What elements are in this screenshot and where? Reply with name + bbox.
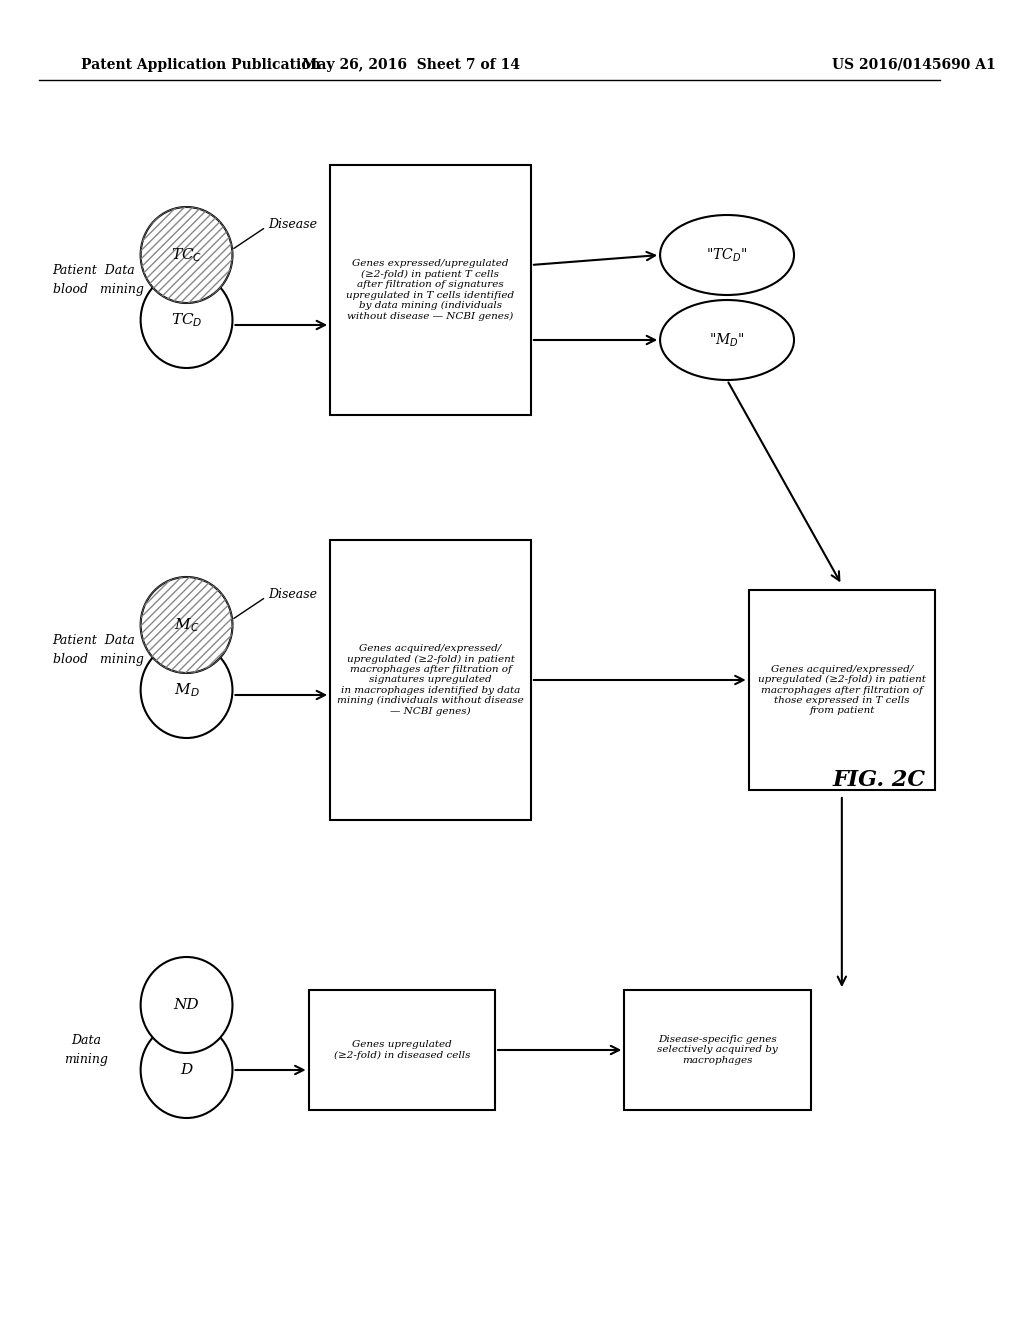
Text: Disease-specific genes
selectively acquired by
macrophages: Disease-specific genes selectively acqui… <box>657 1035 778 1065</box>
Circle shape <box>140 642 232 738</box>
Text: ND: ND <box>174 998 200 1012</box>
Text: Genes upregulated
(≥2-fold) in diseased cells: Genes upregulated (≥2-fold) in diseased … <box>334 1040 470 1060</box>
Text: Genes acquired/expressed/
upregulated (≥2-fold) in patient
macrophages after fil: Genes acquired/expressed/ upregulated (≥… <box>758 665 926 715</box>
Text: M$_D$: M$_D$ <box>174 681 200 698</box>
Circle shape <box>140 1022 232 1118</box>
Text: TC$_D$: TC$_D$ <box>171 312 203 329</box>
FancyBboxPatch shape <box>308 990 495 1110</box>
Text: TC$_C$: TC$_C$ <box>171 246 202 264</box>
Text: "M$_D$": "M$_D$" <box>710 331 744 348</box>
Text: D: D <box>180 1063 193 1077</box>
Text: Disease: Disease <box>268 589 316 602</box>
Ellipse shape <box>660 215 794 294</box>
Text: mining: mining <box>65 1053 109 1067</box>
Circle shape <box>140 577 232 673</box>
Text: Data: Data <box>71 1034 101 1047</box>
Text: blood   mining: blood mining <box>52 284 143 297</box>
Text: FIG. 2C: FIG. 2C <box>833 770 926 791</box>
Text: blood   mining: blood mining <box>52 653 143 667</box>
Text: May 26, 2016  Sheet 7 of 14: May 26, 2016 Sheet 7 of 14 <box>302 58 520 73</box>
FancyBboxPatch shape <box>330 165 530 414</box>
Text: Patent Application Publication: Patent Application Publication <box>81 58 321 73</box>
Text: M$_C$: M$_C$ <box>174 616 200 634</box>
FancyBboxPatch shape <box>749 590 935 789</box>
Text: Patient  Data: Patient Data <box>52 264 135 276</box>
Text: Genes expressed/upregulated
(≥2-fold) in patient T cells
after filtration of sig: Genes expressed/upregulated (≥2-fold) in… <box>346 259 514 321</box>
FancyBboxPatch shape <box>330 540 530 820</box>
Circle shape <box>140 272 232 368</box>
Text: Disease: Disease <box>268 219 316 231</box>
Ellipse shape <box>660 300 794 380</box>
Text: Patient  Data: Patient Data <box>52 634 135 647</box>
Text: Genes acquired/expressed/
upregulated (≥2-fold) in patient
macrophages after fil: Genes acquired/expressed/ upregulated (≥… <box>337 644 524 715</box>
Text: "TC$_D$": "TC$_D$" <box>707 247 748 264</box>
Text: US 2016/0145690 A1: US 2016/0145690 A1 <box>833 58 996 73</box>
Circle shape <box>140 207 232 304</box>
FancyBboxPatch shape <box>625 990 811 1110</box>
Circle shape <box>140 957 232 1053</box>
